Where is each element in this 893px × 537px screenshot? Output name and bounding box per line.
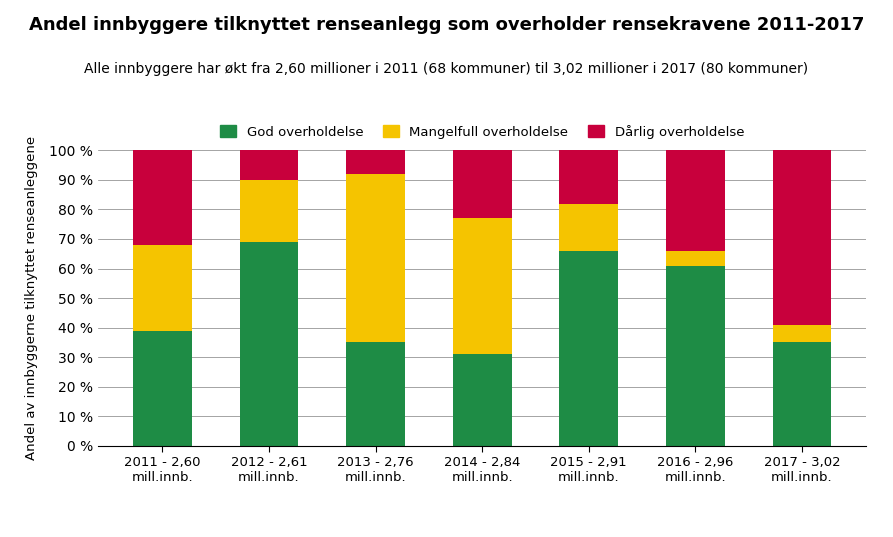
Bar xyxy=(666,266,725,446)
Bar xyxy=(772,343,831,446)
Bar xyxy=(560,251,618,446)
Bar xyxy=(772,324,831,343)
Bar xyxy=(772,150,831,324)
Bar xyxy=(133,331,192,446)
Bar xyxy=(560,150,618,204)
Bar xyxy=(133,150,192,245)
Text: Alle innbyggere har økt fra 2,60 millioner i 2011 (68 kommuner) til 3,02 million: Alle innbyggere har økt fra 2,60 million… xyxy=(85,62,808,76)
Text: Andel innbyggere tilknyttet renseanlegg som overholder rensekravene 2011-2017: Andel innbyggere tilknyttet renseanlegg … xyxy=(29,16,864,34)
Legend: God overholdelse, Mangelfull overholdelse, Dårlig overholdelse: God overholdelse, Mangelfull overholdels… xyxy=(215,119,749,144)
Bar xyxy=(666,251,725,266)
Bar xyxy=(560,204,618,251)
Bar xyxy=(346,174,405,343)
Bar xyxy=(453,354,512,446)
Bar xyxy=(239,180,298,242)
Bar xyxy=(239,242,298,446)
Bar xyxy=(133,245,192,331)
Bar xyxy=(453,150,512,218)
Y-axis label: Andel av innbyggerne tilknyttet renseanleggene: Andel av innbyggerne tilknyttet renseanl… xyxy=(25,136,38,460)
Bar xyxy=(346,343,405,446)
Bar xyxy=(453,218,512,354)
Bar xyxy=(346,150,405,174)
Bar xyxy=(666,150,725,251)
Bar xyxy=(239,150,298,180)
